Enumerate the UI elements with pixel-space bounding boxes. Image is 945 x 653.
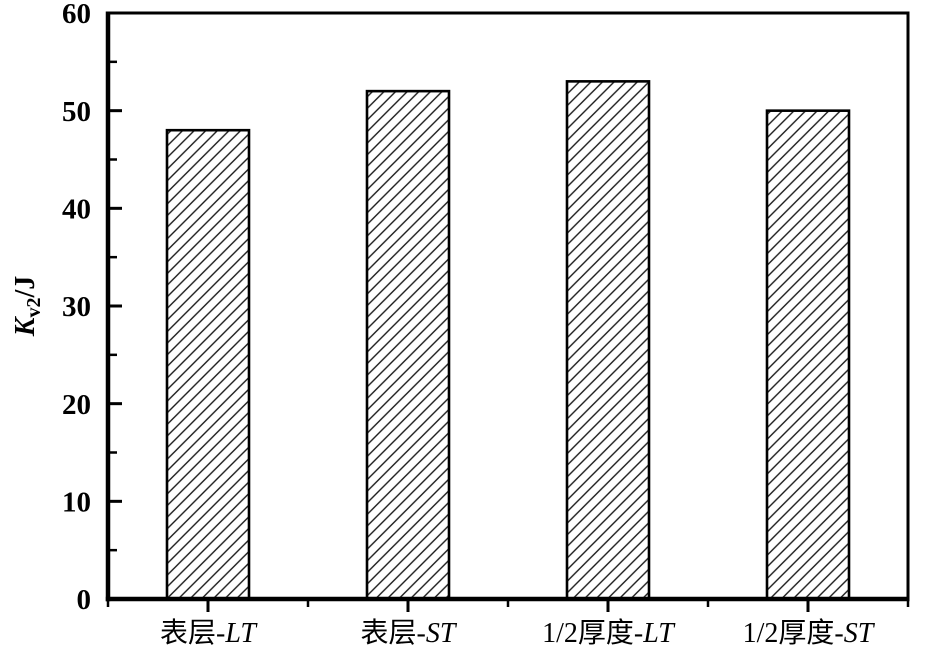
y-tick-label-6: 60	[62, 0, 91, 30]
category-label-1: 表层-ST	[361, 617, 458, 649]
category-label-suffix: LT	[224, 618, 258, 649]
category-label-text: 表层-	[160, 617, 225, 649]
category-label-suffix: ST	[844, 618, 876, 649]
category-label-text: 1/2厚度-	[743, 617, 844, 649]
y-title-unit: /J	[10, 276, 41, 299]
category-label-2: 1/2厚度-LT	[542, 617, 676, 649]
category-label-text: 表层-	[361, 617, 426, 649]
y-tick-label-2: 20	[62, 389, 91, 421]
y-tick-label-3: 30	[62, 291, 91, 323]
y-tick-label-4: 40	[62, 193, 91, 225]
y-title-symbol: K	[10, 315, 41, 337]
category-label-suffix: ST	[426, 618, 458, 649]
bar-2	[565, 80, 651, 601]
category-label-suffix: LT	[642, 618, 676, 649]
y-tick-label-1: 10	[62, 486, 91, 518]
category-label-0: 表层-LT	[160, 617, 258, 649]
category-label-text: 1/2厚度-	[542, 617, 643, 649]
bar-3	[765, 109, 851, 601]
y-tick-label-5: 50	[62, 96, 91, 128]
bar-0	[165, 128, 251, 601]
y-title-subscript: v2	[23, 298, 45, 318]
y-tick-label-0: 0	[77, 584, 92, 616]
category-label-3: 1/2厚度-ST	[743, 617, 876, 649]
y-axis-title: Kv2/J	[10, 276, 45, 337]
bar-1	[365, 89, 451, 601]
